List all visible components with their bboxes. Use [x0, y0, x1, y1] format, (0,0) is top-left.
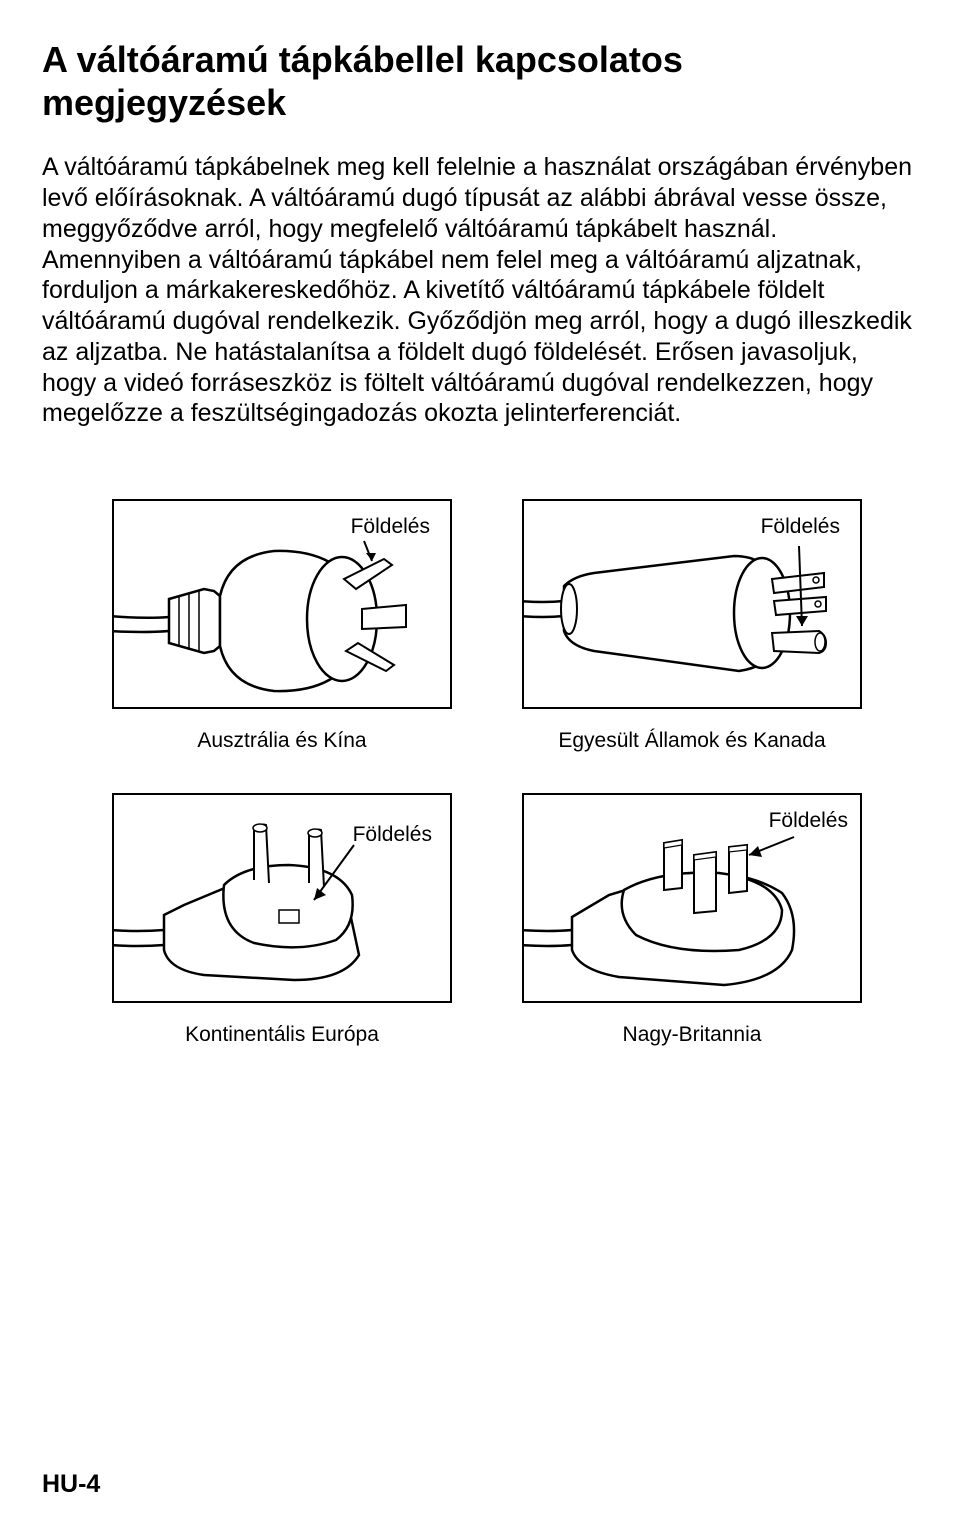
plug-box-au-cn: Földelés [112, 499, 452, 709]
ground-label-us-ca: Földelés [761, 515, 840, 539]
ground-label-eu: Földelés [353, 823, 432, 847]
ground-label-uk: Földelés [769, 809, 848, 833]
page-title: A váltóáramú tápkábellel kapcsolatos meg… [42, 38, 918, 124]
caption-us-ca: Egyesült Államok és Kanada [558, 729, 825, 753]
caption-eu: Kontinentális Európa [185, 1023, 379, 1047]
figure-eu: Földelés Kontinentális Európa [112, 793, 452, 1047]
figure-us-ca: Földelés Egyesült Államok és Kanada [522, 499, 862, 753]
figure-au-cn: Földelés Ausztrália és Kína [112, 499, 452, 753]
body-text: A váltóáramú tápkábelnek meg kell feleln… [42, 152, 918, 429]
figure-uk: Földelés Nagy-Britannia [522, 793, 862, 1047]
page-footer: HU-4 [42, 1470, 100, 1499]
plug-box-us-ca: Földelés [522, 499, 862, 709]
caption-au-cn: Ausztrália és Kína [197, 729, 366, 753]
ground-label-au-cn: Földelés [351, 515, 430, 539]
plug-box-uk: Földelés [522, 793, 862, 1003]
figure-grid: Földelés Ausztrália és Kína [42, 499, 918, 1047]
plug-box-eu: Földelés [112, 793, 452, 1003]
page: A váltóáramú tápkábellel kapcsolatos meg… [0, 0, 960, 1529]
caption-uk: Nagy-Britannia [623, 1023, 762, 1047]
